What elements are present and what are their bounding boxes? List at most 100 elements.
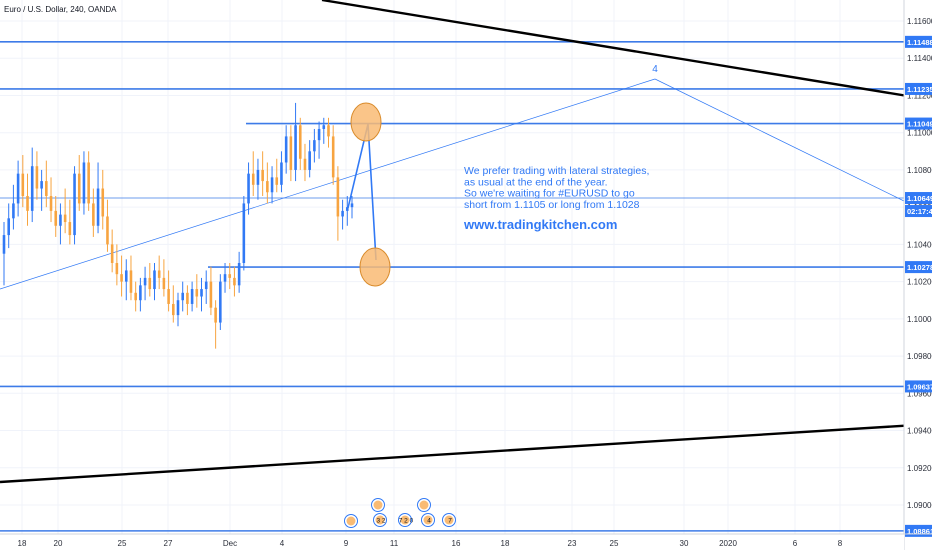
candle-body bbox=[40, 181, 43, 189]
time-tick-label: 2020 bbox=[719, 539, 737, 548]
candle-body bbox=[59, 214, 62, 226]
time-tick-label: 16 bbox=[452, 539, 461, 548]
candlestick-series bbox=[2, 102, 354, 349]
long-zone-circle[interactable] bbox=[359, 247, 391, 287]
price-badge[interactable] bbox=[905, 82, 932, 95]
event-markers[interactable]: 3 2 7 2 0 4 7 bbox=[344, 498, 456, 528]
annotation-line: We prefer trading with lateral strategie… bbox=[464, 165, 649, 177]
price-badge[interactable] bbox=[905, 261, 932, 274]
candle-body bbox=[303, 158, 307, 170]
candle-body bbox=[298, 125, 302, 159]
price-badge[interactable] bbox=[905, 117, 932, 130]
candle-body bbox=[280, 162, 283, 185]
event-marker-face bbox=[346, 516, 356, 526]
candle-body bbox=[82, 162, 86, 204]
candle-body bbox=[115, 263, 119, 275]
candle-body bbox=[233, 277, 236, 286]
annotation-line: short from 1.1105 or long from 1.1028 bbox=[464, 199, 640, 211]
candle-body bbox=[251, 173, 255, 185]
time-remaining-badge[interactable] bbox=[905, 205, 932, 218]
price-axis[interactable]: 1.11600 1.11400 1.11200 1.11000 1.10800 1.106… bbox=[903, 0, 932, 550]
candle-body bbox=[186, 292, 189, 304]
annotation-line: as usual at the end of the year. bbox=[464, 176, 608, 188]
candle-body bbox=[172, 303, 175, 316]
candle-body bbox=[247, 173, 250, 204]
time-tick-label: 30 bbox=[680, 539, 689, 548]
candle-body bbox=[92, 203, 95, 226]
time-tick-label: 27 bbox=[164, 539, 173, 548]
price-badge[interactable] bbox=[905, 380, 932, 393]
drawings[interactable]: 4 bbox=[347, 64, 658, 287]
event-marker-face bbox=[375, 515, 385, 525]
candle-body bbox=[7, 218, 10, 236]
candle-body bbox=[256, 169, 260, 185]
trend-lines[interactable] bbox=[0, 0, 932, 484]
price-badge-label: 1.10649 bbox=[907, 194, 932, 203]
price-tick-label: 1.09200 bbox=[907, 464, 932, 473]
candle-body bbox=[157, 270, 161, 278]
candle-body bbox=[45, 181, 48, 196]
candle-body bbox=[96, 188, 100, 226]
time-axis[interactable]: 18 20 25 27 Dec 4 9 11 16 18 23 25 30 2020 6 8 bbox=[0, 533, 932, 550]
candle-body bbox=[162, 277, 166, 290]
website-link[interactable]: www.tradingkitchen.com bbox=[463, 217, 617, 232]
event-marker-face bbox=[373, 500, 383, 510]
annotation-line: So we're waiting for #EURUSD to go bbox=[464, 188, 635, 200]
price-tick-label: 1.09000 bbox=[907, 501, 932, 510]
candle-body bbox=[134, 292, 137, 301]
short-zone-circle[interactable] bbox=[350, 102, 382, 142]
candle-body bbox=[181, 292, 184, 301]
candle-body bbox=[120, 274, 123, 282]
price-tick-label: 1.11400 bbox=[907, 54, 932, 63]
candle-body bbox=[270, 177, 274, 193]
candle-body bbox=[237, 263, 241, 286]
price-tick-label: 1.10400 bbox=[907, 240, 932, 249]
price-badge-label: 1.08861 bbox=[907, 527, 932, 536]
candle-body bbox=[2, 235, 6, 254]
price-badge[interactable] bbox=[905, 192, 932, 205]
price-badge[interactable] bbox=[905, 35, 932, 48]
event-marker-label: 7 2 0 bbox=[399, 518, 414, 525]
event-marker-face bbox=[419, 500, 429, 510]
support-trend-line[interactable] bbox=[0, 422, 932, 484]
annotation-text-block[interactable]: We prefer trading with lateral strategie… bbox=[463, 165, 649, 232]
candle-body bbox=[214, 307, 217, 323]
candle-body bbox=[12, 203, 15, 219]
candle-body bbox=[129, 270, 133, 293]
wave-line-up[interactable] bbox=[0, 78, 656, 290]
price-tick-label: 1.09600 bbox=[907, 389, 932, 398]
price-tick-label: 1.11200 bbox=[907, 91, 932, 100]
candle-body bbox=[313, 140, 316, 152]
price-badge-label: 1.11235 bbox=[907, 85, 932, 94]
time-tick-label: 9 bbox=[344, 539, 349, 548]
candle-body bbox=[322, 125, 326, 129]
candle-body bbox=[336, 177, 340, 217]
candle-body bbox=[242, 203, 246, 263]
time-tick-label: 23 bbox=[568, 539, 577, 548]
price-tick-label: 1.11000 bbox=[907, 129, 932, 138]
resistance-trend-line[interactable] bbox=[321, 0, 932, 102]
candle-body bbox=[26, 195, 29, 211]
candle-body bbox=[176, 300, 180, 316]
wave-label: 4 bbox=[652, 64, 658, 75]
candle-body bbox=[54, 210, 58, 226]
event-marker-face bbox=[400, 515, 410, 525]
candle-body bbox=[317, 128, 321, 141]
candle-body bbox=[346, 207, 349, 211]
candle-body bbox=[124, 270, 128, 282]
event-marker-label: 3 2 bbox=[376, 518, 385, 525]
price-tick-label: 1.09400 bbox=[907, 427, 932, 436]
candle-body bbox=[284, 136, 288, 163]
candle-body bbox=[331, 136, 335, 178]
candle-body bbox=[30, 166, 34, 211]
price-badge-label: 1.11049 bbox=[907, 120, 932, 129]
price-badge-label: 1.10278 bbox=[907, 263, 932, 272]
candle-body bbox=[143, 277, 147, 286]
candle-body bbox=[308, 151, 311, 170]
candle-body bbox=[77, 173, 81, 204]
wave-line-down[interactable] bbox=[654, 78, 905, 202]
event-marker-face bbox=[444, 515, 454, 525]
projection-path[interactable] bbox=[347, 123, 377, 261]
price-tick-label: 1.10800 bbox=[907, 166, 932, 175]
